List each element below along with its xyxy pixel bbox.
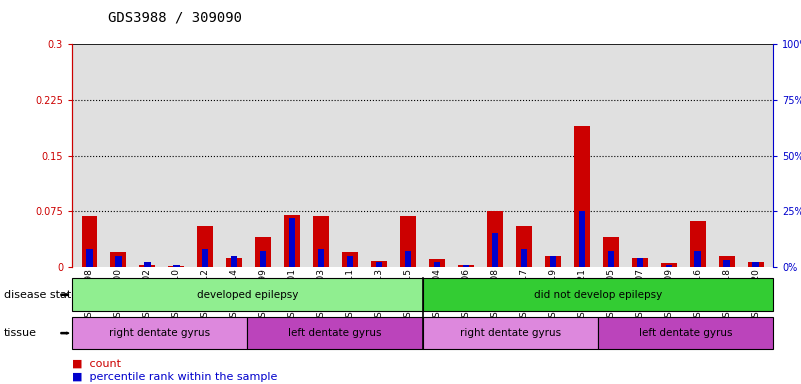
- Bar: [661, 263, 677, 267]
- Text: ■  count: ■ count: [72, 359, 121, 369]
- Text: developed epilepsy: developed epilepsy: [196, 290, 298, 300]
- Bar: [139, 265, 155, 267]
- Text: ■  percentile rank within the sample: ■ percentile rank within the sample: [72, 372, 277, 382]
- Bar: [87, 249, 93, 267]
- Bar: [231, 256, 237, 267]
- Bar: [666, 265, 672, 267]
- Bar: [144, 262, 151, 267]
- Bar: [718, 257, 735, 267]
- Bar: [752, 262, 759, 267]
- Bar: [197, 226, 213, 267]
- Text: disease state: disease state: [4, 290, 78, 300]
- Bar: [549, 256, 556, 267]
- Bar: [284, 215, 300, 267]
- Bar: [463, 265, 469, 267]
- Text: did not develop epilepsy: did not develop epilepsy: [533, 290, 662, 300]
- Bar: [694, 251, 701, 267]
- Bar: [458, 265, 474, 267]
- Bar: [289, 218, 296, 267]
- Bar: [434, 262, 441, 267]
- Bar: [516, 226, 532, 267]
- Bar: [429, 260, 445, 267]
- Bar: [723, 260, 730, 267]
- Text: tissue: tissue: [4, 328, 37, 338]
- Bar: [115, 256, 122, 267]
- Bar: [492, 233, 498, 267]
- Bar: [111, 252, 127, 267]
- Bar: [168, 266, 184, 267]
- Bar: [202, 249, 208, 267]
- Text: GDS3988 / 309090: GDS3988 / 309090: [108, 11, 242, 25]
- Bar: [632, 258, 648, 267]
- Bar: [313, 217, 329, 267]
- Bar: [608, 251, 614, 267]
- Bar: [376, 262, 382, 267]
- Bar: [256, 237, 272, 267]
- Bar: [173, 265, 179, 267]
- Bar: [637, 258, 643, 267]
- Text: right dentate gyrus: right dentate gyrus: [109, 328, 210, 338]
- Bar: [578, 211, 585, 267]
- Bar: [574, 126, 590, 267]
- Text: left dentate gyrus: left dentate gyrus: [288, 328, 381, 338]
- Text: right dentate gyrus: right dentate gyrus: [460, 328, 561, 338]
- Bar: [227, 258, 242, 267]
- Bar: [260, 251, 267, 267]
- Bar: [405, 251, 411, 267]
- Text: left dentate gyrus: left dentate gyrus: [638, 328, 732, 338]
- Bar: [690, 221, 706, 267]
- Bar: [487, 211, 503, 267]
- Bar: [318, 249, 324, 267]
- Bar: [371, 261, 387, 267]
- Bar: [521, 249, 527, 267]
- Bar: [747, 262, 763, 267]
- Bar: [400, 217, 416, 267]
- Bar: [347, 256, 353, 267]
- Bar: [82, 217, 98, 267]
- Bar: [603, 237, 618, 267]
- Bar: [545, 256, 561, 267]
- Bar: [342, 252, 358, 267]
